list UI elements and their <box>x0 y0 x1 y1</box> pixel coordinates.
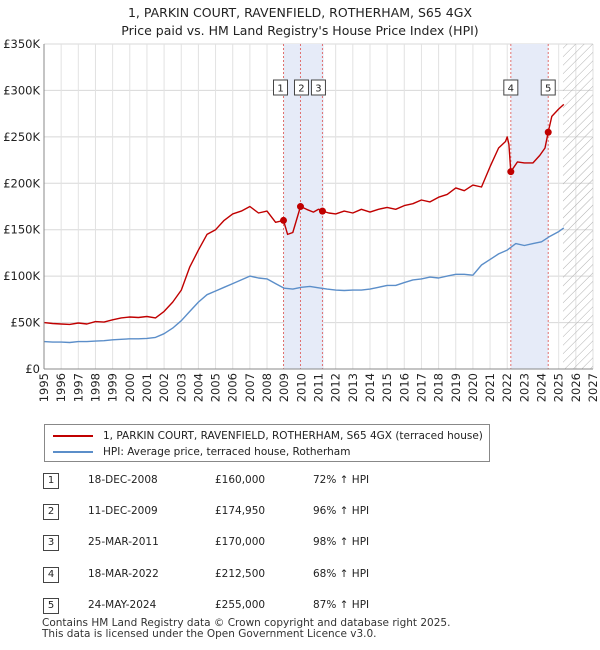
legend-hpi-swatch <box>53 451 93 453</box>
x-tick-label: 2001 <box>140 373 154 402</box>
footer-line-2: This data is licensed under the Open Gov… <box>42 628 377 640</box>
y-tick-label: £200K <box>3 176 40 190</box>
transaction-number: 5 <box>43 598 59 614</box>
transaction-number: 2 <box>43 504 59 520</box>
price-chart: £0 £50K £100K £150K £200K £250K £300K £350K 1995… <box>3 37 600 402</box>
x-tick-label: 1997 <box>71 373 85 402</box>
x-tick-label: 2006 <box>226 373 240 402</box>
x-tick-label: 2002 <box>157 373 171 402</box>
legend-hpi: HPI: Average price, terraced house, Roth… <box>53 444 350 460</box>
sale-point-5 <box>544 128 552 136</box>
legend-property-label: 1, PARKIN COURT, RAVENFIELD, ROTHERHAM, … <box>103 430 483 442</box>
legend-hpi-label: HPI: Average price, terraced house, Roth… <box>103 446 351 458</box>
legend-property: 1, PARKIN COURT, RAVENFIELD, ROTHERHAM, … <box>53 428 483 444</box>
sale-label-2: 2 <box>298 84 304 95</box>
sale-label-box-5 <box>540 79 556 96</box>
x-tick-label: 2026 <box>569 373 583 402</box>
transaction-hpi: 98% ↑ HPI <box>313 536 370 548</box>
transaction-hpi: 87% ↑ HPI <box>313 599 370 611</box>
transaction-price: £174,950 <box>215 505 266 517</box>
sale-label-box-2 <box>293 79 309 96</box>
y-tick-label: £100K <box>3 269 40 283</box>
transaction-price: £160,000 <box>215 474 266 486</box>
sale-point-1 <box>280 216 288 224</box>
transaction-row: 1 18-DEC-2008 £160,000 72% ↑ HPI <box>0 470 600 492</box>
x-tick-label: 2012 <box>329 373 343 402</box>
transaction-date: 11-DEC-2009 <box>88 505 158 517</box>
x-tick-label: 2018 <box>432 373 446 402</box>
legend-property-swatch <box>53 435 93 437</box>
sale-label-box-3 <box>310 79 326 96</box>
x-tick-label: 2021 <box>483 373 497 402</box>
x-tick-label: 2010 <box>294 373 308 402</box>
sale-label-1: 1 <box>277 84 283 95</box>
transaction-price: £170,000 <box>215 536 266 548</box>
sale-label-box-4 <box>503 79 519 96</box>
transaction-row: 3 25-MAR-2011 £170,000 98% ↑ HPI <box>0 532 600 554</box>
x-tick-label: 2017 <box>414 373 428 402</box>
forecast-hatch <box>562 44 593 369</box>
x-tick-label: 2008 <box>260 373 274 402</box>
transaction-date: 18-MAR-2022 <box>88 568 159 580</box>
x-tick-label: 1996 <box>54 373 68 402</box>
sale-label-4: 4 <box>508 84 514 95</box>
title-line-2: Price paid vs. HM Land Registry's House … <box>121 23 479 38</box>
sale-label-5: 5 <box>545 84 551 95</box>
transaction-hpi: 96% ↑ HPI <box>313 505 370 517</box>
sale-point-2 <box>296 203 304 211</box>
x-tick-label: 2000 <box>123 373 137 402</box>
transaction-number: 3 <box>43 535 59 551</box>
x-tick-label: 2005 <box>209 373 223 402</box>
transaction-number: 4 <box>43 567 59 583</box>
y-tick-label: £150K <box>3 223 40 237</box>
y-tick-label: £300K <box>3 83 40 97</box>
shaded-period-2 <box>510 44 549 369</box>
chart-title: 1, PARKIN COURT, RAVENFIELD, ROTHERHAM, … <box>0 4 600 40</box>
x-tick-label: 1998 <box>88 373 102 402</box>
transaction-date: 25-MAR-2011 <box>88 536 159 548</box>
x-tick-label: 2007 <box>243 373 257 402</box>
hpi-line <box>43 227 565 344</box>
x-tick-label: 2013 <box>346 373 360 402</box>
transaction-price: £212,500 <box>215 568 266 580</box>
transaction-row: 2 11-DEC-2009 £174,950 96% ↑ HPI <box>0 501 600 523</box>
x-tick-label: 2009 <box>277 373 291 402</box>
x-tick-label: 2027 <box>586 373 600 402</box>
x-tick-label: 2023 <box>517 373 531 402</box>
y-tick-label: £0 <box>25 362 40 376</box>
footer: Contains HM Land Registry data © Crown c… <box>42 618 450 640</box>
x-tick-label: 2014 <box>363 373 377 402</box>
x-tick-label: 2022 <box>500 373 514 402</box>
y-tick-label: £350K <box>3 37 40 51</box>
x-tick-label: 2003 <box>174 373 188 402</box>
x-tick-label: 2019 <box>449 373 463 402</box>
sale-point-3 <box>318 207 326 215</box>
x-tick-label: 2016 <box>397 373 411 402</box>
transaction-hpi: 68% ↑ HPI <box>313 568 370 580</box>
transaction-date: 18-DEC-2008 <box>88 474 158 486</box>
legend: 1, PARKIN COURT, RAVENFIELD, ROTHERHAM, … <box>44 424 490 462</box>
x-tick-label: 2015 <box>380 373 394 402</box>
x-tick-label: 2011 <box>312 373 326 402</box>
transaction-number: 1 <box>43 473 59 489</box>
x-tick-label: 2020 <box>466 373 480 402</box>
x-tick-label: 2024 <box>535 373 549 402</box>
transaction-hpi: 72% ↑ HPI <box>313 474 370 486</box>
transaction-row: 4 18-MAR-2022 £212,500 68% ↑ HPI <box>0 564 600 586</box>
transaction-date: 24-MAY-2024 <box>88 599 157 611</box>
title-line-1: 1, PARKIN COURT, RAVENFIELD, ROTHERHAM, … <box>127 5 473 20</box>
x-tick-label: 2025 <box>552 373 566 402</box>
x-tick-label: 2004 <box>191 373 205 402</box>
sale-label-3: 3 <box>315 84 321 95</box>
transaction-row: 5 24-MAY-2024 £255,000 87% ↑ HPI <box>0 595 600 617</box>
transaction-price: £255,000 <box>215 599 266 611</box>
x-tick-label: 1995 <box>37 373 51 402</box>
y-tick-label: £50K <box>11 316 41 330</box>
sale-point-4 <box>507 168 515 176</box>
footer-line-1: Contains HM Land Registry data © Crown c… <box>42 617 451 629</box>
y-tick-label: £250K <box>3 130 40 144</box>
sale-label-box-1 <box>273 79 289 96</box>
x-tick-label: 1999 <box>106 373 120 402</box>
